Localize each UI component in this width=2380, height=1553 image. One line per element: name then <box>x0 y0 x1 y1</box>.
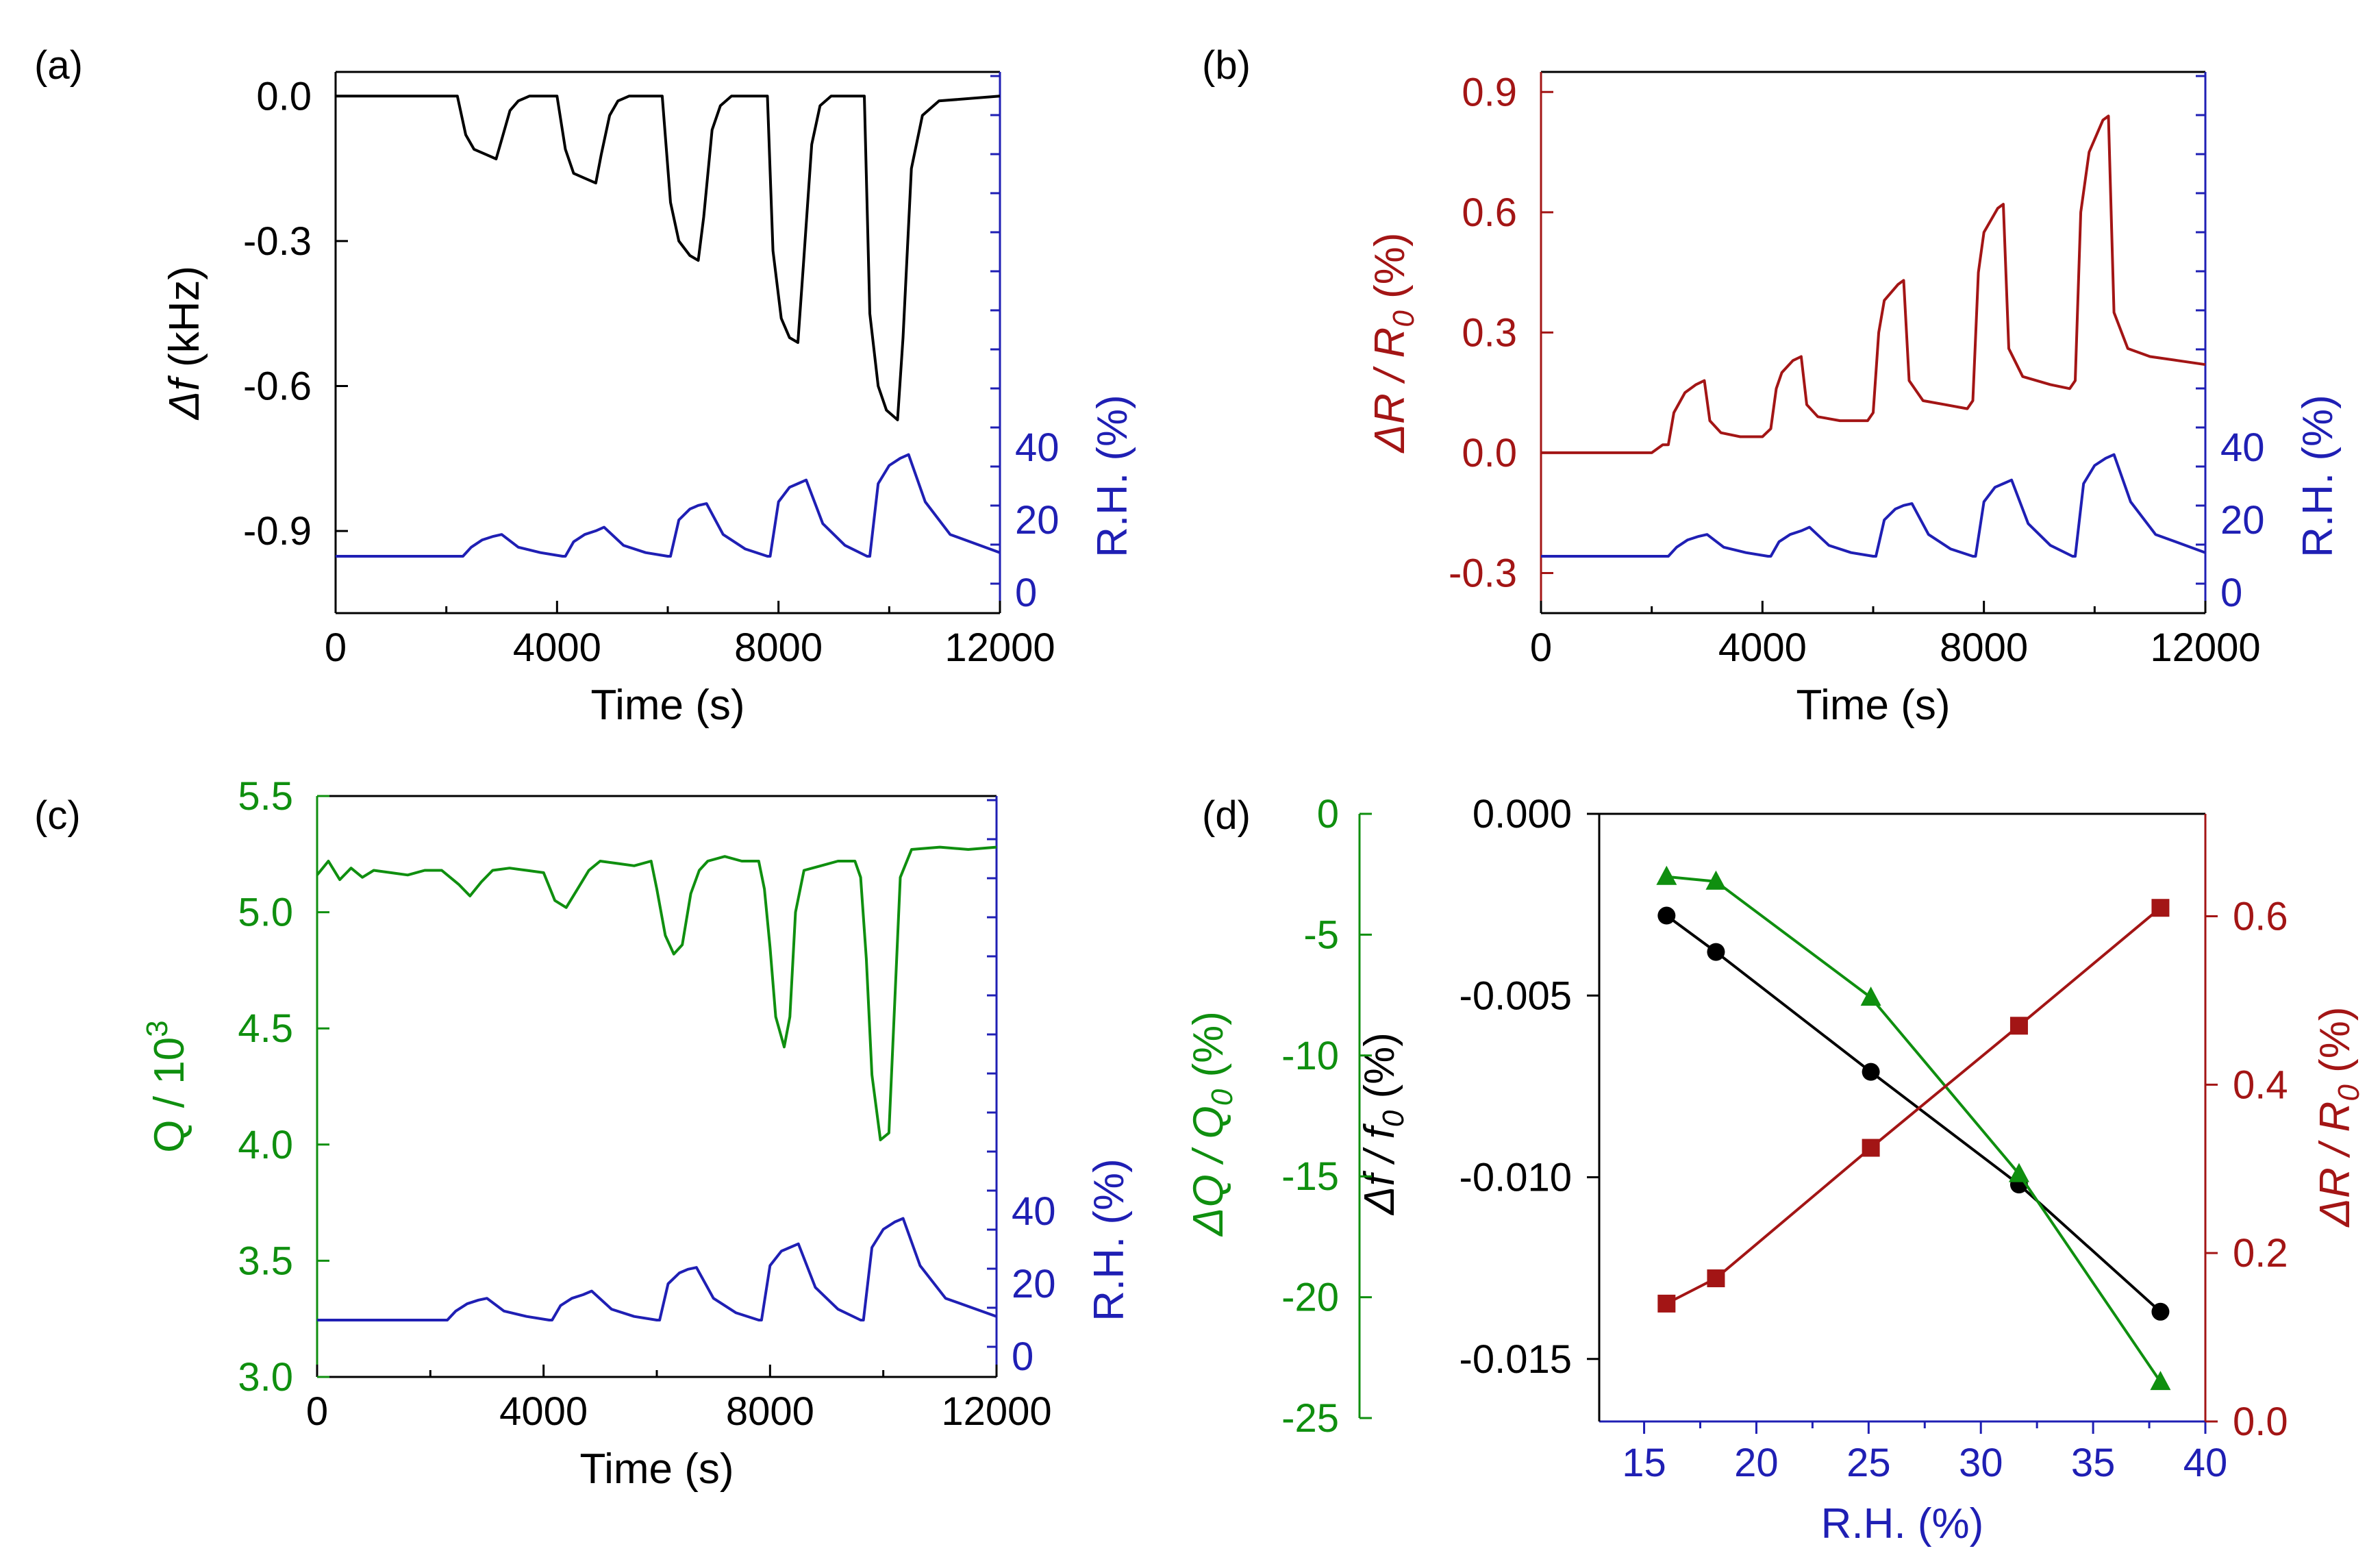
x-axis-label: Time (s) <box>1796 682 1951 729</box>
response-series-line <box>336 95 1001 421</box>
y-tick-label: 0.0 <box>256 74 312 119</box>
rh-series-line <box>317 1217 997 1321</box>
y2-axis-label: R.H. (%) <box>2294 395 2342 558</box>
data-point <box>2008 1163 2029 1182</box>
rh-series-line <box>336 453 1001 558</box>
data-point <box>1657 1294 1676 1313</box>
panel-label: (d) <box>1202 793 1251 838</box>
response-series-line <box>316 845 997 1141</box>
y2-axis-label: R.H. (%) <box>1086 1158 1133 1321</box>
y2-tick-label: 40 <box>1015 425 1060 470</box>
x-tick-label: 12000 <box>941 1389 1051 1434</box>
x-tick-label: 20 <box>1734 1441 1779 1485</box>
data-point <box>1862 1139 1880 1157</box>
x-tick-label: 40 <box>2183 1441 2228 1485</box>
rh-series-line <box>1541 453 2206 558</box>
y-tick-label: 0.000 <box>1473 792 1572 836</box>
y-tick-label: 5.0 <box>238 891 293 935</box>
y2-tick-label: 0.2 <box>2233 1231 2288 1276</box>
x-tick-label: 30 <box>1959 1441 2003 1485</box>
y2-axis-label: R.H. (%) <box>1089 395 1136 558</box>
x-tick-label: 0 <box>1530 625 1552 670</box>
y3-tick-label: 0 <box>1317 792 1339 836</box>
data-point <box>2009 1017 2028 1035</box>
x-tick-label: 8000 <box>734 625 823 670</box>
response-series-line <box>1541 114 2206 454</box>
x-tick-label: 35 <box>2071 1441 2116 1485</box>
y2-tick-label: 0.6 <box>2233 895 2288 939</box>
y2-tick-label: 40 <box>1012 1189 1056 1234</box>
x-axis-label: Time (s) <box>591 682 745 729</box>
y3-axis-label: ΔQ / Q0 (%) <box>1185 1011 1239 1237</box>
y2-tick-label: 0.4 <box>2233 1063 2288 1107</box>
y-tick-label: 5.5 <box>238 774 293 819</box>
data-point <box>1707 943 1725 961</box>
y2-tick-label: 20 <box>2220 498 2265 543</box>
panel-b: (b) 0 4000 8000 12000 Time (s) 0.9 0.6 0.3 0.0 -0.… <box>1202 43 2342 729</box>
panel-label: (c) <box>34 793 81 838</box>
y3-tick-label: -15 <box>1281 1154 1339 1199</box>
y2-tick-label: 0 <box>1012 1334 1034 1379</box>
y-tick-label: 0.6 <box>1462 190 1517 235</box>
y-tick-label: -0.005 <box>1460 973 1572 1018</box>
y-axis-label: Δf (kHz) <box>161 266 208 421</box>
y2-axis-label: ΔR / R0 (%) <box>2312 1007 2366 1228</box>
data-point <box>2151 1302 2170 1321</box>
x-axis-label: Time (s) <box>580 1445 734 1493</box>
y-axis-label: Δf / f0 (%) <box>1356 1032 1410 1216</box>
y-tick-label: 0.0 <box>1462 431 1517 475</box>
y2-tick-label: 0 <box>2220 571 2242 615</box>
data-point <box>1656 865 1677 885</box>
x-tick-label: 4000 <box>1718 625 1807 670</box>
panel-c: (c) 0 4000 8000 12000 Time (s) 5.5 5.0 4.5 4.0 3.5… <box>34 774 1133 1493</box>
x-tick-label: 25 <box>1846 1441 1891 1485</box>
y-tick-label: 4.5 <box>238 1006 293 1051</box>
panel-a: (a) 0 4000 8000 12000 Time (s) 0.0 -0.3 -0.6 -0.9… <box>34 43 1136 729</box>
panel-d: (d) 15 20 25 30 35 40 R.H. (%) 0.000 -0.005 -0.010… <box>1185 792 2366 1548</box>
y2-tick-label: 20 <box>1015 498 1060 543</box>
panel-label: (a) <box>34 43 83 88</box>
y3-tick-label: -5 <box>1303 912 1339 957</box>
x-tick-label: 12000 <box>944 625 1055 670</box>
data-point <box>2151 899 2170 917</box>
data-point <box>1862 1063 1880 1081</box>
y2-tick-label: 20 <box>1012 1262 1056 1306</box>
y2-tick-label: 0 <box>1015 571 1037 615</box>
y-tick-label: 0.9 <box>1462 70 1517 114</box>
y3-tick-label: -25 <box>1281 1396 1339 1441</box>
x-tick-label: 0 <box>325 625 347 670</box>
y-tick-label: 0.3 <box>1462 310 1517 355</box>
y-tick-label: -0.015 <box>1460 1337 1572 1382</box>
x-tick-label: 8000 <box>726 1389 814 1434</box>
y2-tick-label: 0.0 <box>2233 1400 2288 1444</box>
panel-label: (b) <box>1202 43 1251 88</box>
y-tick-label: -0.9 <box>243 509 312 554</box>
data-point <box>1860 986 1881 1006</box>
x-tick-label: 15 <box>1622 1441 1666 1485</box>
x-tick-label: 8000 <box>1940 625 2028 670</box>
x-axis-label: R.H. (%) <box>1821 1500 1984 1548</box>
y3-tick-label: -20 <box>1281 1276 1339 1320</box>
data-point <box>1705 870 1727 890</box>
y-tick-label: -0.3 <box>243 219 312 264</box>
y-axis-label: ΔR / R0 (%) <box>1366 233 1420 454</box>
y-tick-label: -0.6 <box>243 364 312 408</box>
y-axis-label: Q / 103 <box>140 1020 193 1152</box>
data-point <box>1707 1269 1725 1288</box>
data-point <box>1657 906 1676 925</box>
x-tick-label: 0 <box>306 1389 328 1434</box>
y3-tick-label: -10 <box>1281 1034 1339 1078</box>
x-tick-label: 4000 <box>513 625 601 670</box>
y-tick-label: 4.0 <box>238 1123 293 1167</box>
x-tick-label: 12000 <box>2150 625 2260 670</box>
y-tick-label: -0.3 <box>1449 551 1517 595</box>
y-tick-label: 3.0 <box>238 1355 293 1400</box>
x-tick-label: 4000 <box>499 1389 588 1434</box>
y2-tick-label: 40 <box>2220 425 2265 470</box>
series-line <box>1666 875 2162 1383</box>
y-tick-label: 3.5 <box>238 1239 293 1283</box>
data-point <box>2150 1371 2171 1391</box>
y-tick-label: -0.010 <box>1460 1156 1572 1200</box>
